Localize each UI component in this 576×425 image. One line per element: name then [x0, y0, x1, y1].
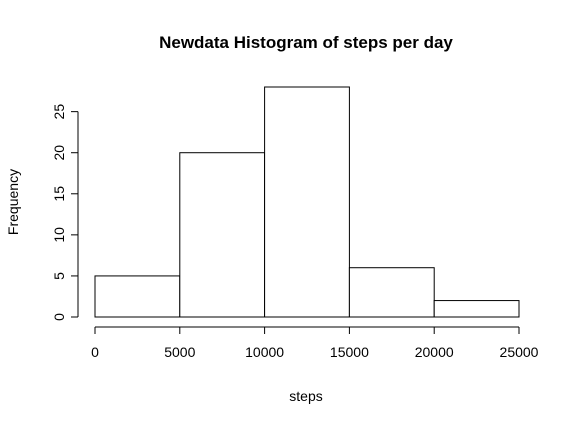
- histogram-bar-4: [433, 300, 520, 318]
- x-axis-label: steps: [289, 388, 322, 404]
- y-tick-label-5: 25: [51, 104, 67, 120]
- histogram-bar-1: [179, 152, 266, 318]
- y-axis: 0 5 10 15 20 25: [51, 104, 79, 321]
- y-tick-label-4: 20: [51, 145, 67, 161]
- x-tick-label-4: 20000: [415, 344, 454, 360]
- y-tick-label-3: 15: [51, 186, 67, 202]
- y-tick-label-1: 5: [51, 272, 67, 280]
- histogram-bar-3: [348, 267, 435, 318]
- y-tick-label-2: 10: [51, 227, 67, 243]
- histogram-bar-2: [264, 86, 350, 318]
- y-tick-label-0: 0: [51, 313, 67, 321]
- x-tick-label-0: 0: [91, 344, 99, 360]
- bars-group: [94, 86, 520, 318]
- x-tick-label-3: 15000: [330, 344, 369, 360]
- chart-title: Newdata Histogram of steps per day: [159, 33, 453, 52]
- x-tick-label-5: 25000: [500, 344, 539, 360]
- x-tick-label-2: 10000: [245, 344, 284, 360]
- x-tick-label-1: 5000: [164, 344, 195, 360]
- histogram-bar-0: [94, 275, 181, 318]
- x-axis: 0 5000 10000 15000 20000 25000: [91, 326, 539, 360]
- y-axis-label: Frequency: [5, 169, 21, 235]
